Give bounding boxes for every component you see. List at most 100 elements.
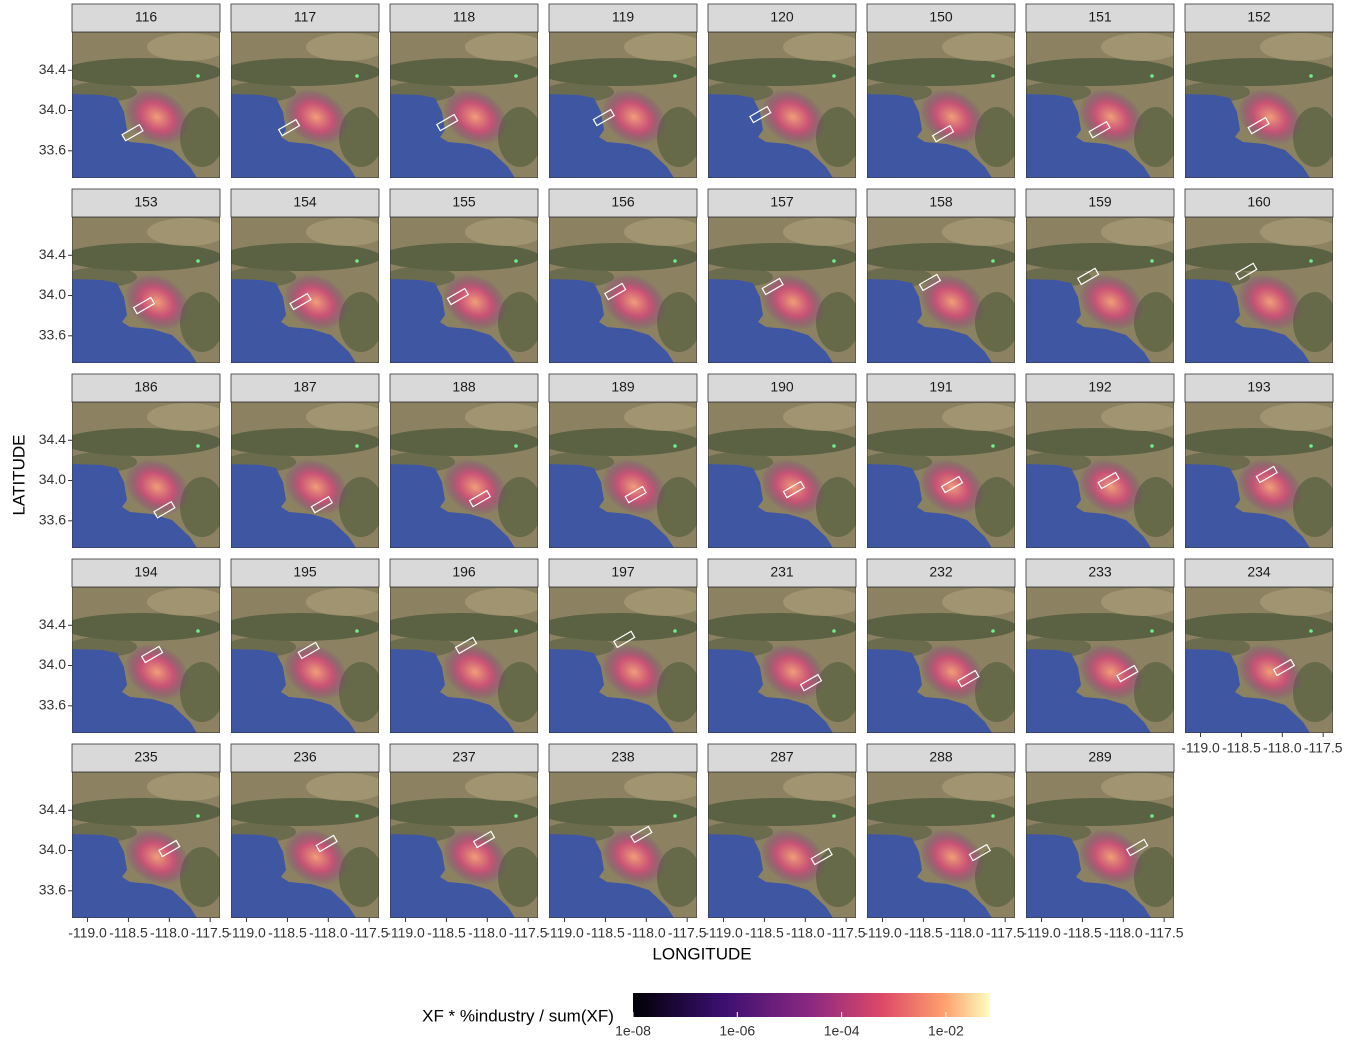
y-tick-label: 33.6 xyxy=(39,512,66,528)
map-panel xyxy=(857,402,1022,548)
map-panel xyxy=(380,217,545,363)
facet-label: 196 xyxy=(452,564,476,580)
map-panel xyxy=(380,772,545,918)
x-tick-label: -118.0 xyxy=(945,925,984,941)
map-panel xyxy=(380,32,545,178)
facet-label: 288 xyxy=(929,749,953,765)
facet-label: 160 xyxy=(1247,194,1271,210)
y-tick-label: 34.4 xyxy=(39,61,66,77)
facet-label: 158 xyxy=(929,194,953,210)
x-tick-label: -118.0 xyxy=(1263,740,1302,756)
map-panel xyxy=(539,217,704,363)
x-tick-label: -119.0 xyxy=(545,925,584,941)
map-panel xyxy=(698,402,863,548)
facet-label: 152 xyxy=(1247,9,1271,25)
facet-label: 190 xyxy=(770,379,794,395)
facet-label: 116 xyxy=(135,9,158,25)
x-tick-label: -118.5 xyxy=(1222,740,1261,756)
x-tick-label: -119.0 xyxy=(863,925,902,941)
facet-label: 119 xyxy=(612,9,635,25)
x-tick-label: -119.0 xyxy=(68,925,107,941)
y-tick-label: 33.6 xyxy=(39,882,66,898)
x-tick-label: -118.5 xyxy=(427,925,466,941)
facet-label: 193 xyxy=(1247,379,1271,395)
map-panel xyxy=(62,217,227,363)
y-tick-label: 34.4 xyxy=(39,246,66,262)
x-tick-label: -117.5 xyxy=(509,925,548,941)
facet-label: 187 xyxy=(293,379,317,395)
x-tick-label: -117.5 xyxy=(986,925,1025,941)
colorbar-tick-label: 1e-08 xyxy=(615,1023,651,1039)
x-tick-label: -118.5 xyxy=(586,925,625,941)
x-tick-label: -118.0 xyxy=(468,925,507,941)
map-panel xyxy=(857,772,1022,918)
colorbar xyxy=(633,993,990,1017)
x-tick-label: -119.0 xyxy=(386,925,425,941)
map-panel xyxy=(221,32,386,178)
map-panel xyxy=(698,32,863,178)
x-tick-label: -117.5 xyxy=(1304,740,1343,756)
y-tick-label: 34.4 xyxy=(39,431,66,447)
x-tick-label: -119.0 xyxy=(1181,740,1220,756)
x-tick-label: -118.5 xyxy=(745,925,784,941)
colorbar-tick-label: 1e-04 xyxy=(824,1023,860,1039)
map-panel xyxy=(62,772,227,918)
facet-label: 151 xyxy=(1088,9,1112,25)
facet-label: 156 xyxy=(611,194,635,210)
chart: LATITUDE LONGITUDE XF * %industry / sum(… xyxy=(0,0,1361,1042)
y-tick-label: 34.0 xyxy=(39,101,66,117)
facet-label: 235 xyxy=(134,749,158,765)
x-tick-label: -119.0 xyxy=(704,925,743,941)
map-panel xyxy=(1016,402,1181,548)
facet-label: 197 xyxy=(611,564,635,580)
y-tick-label: 34.0 xyxy=(39,656,66,672)
map-panel xyxy=(1175,587,1340,733)
map-panel xyxy=(62,587,227,733)
y-tick-label: 34.0 xyxy=(39,286,66,302)
map-panel xyxy=(857,587,1022,733)
facet-label: 194 xyxy=(134,564,158,580)
facet-label: 189 xyxy=(611,379,635,395)
facet-label: 155 xyxy=(452,194,476,210)
x-tick-label: -117.5 xyxy=(191,925,230,941)
x-tick-label: -118.0 xyxy=(786,925,825,941)
x-tick-label: -118.0 xyxy=(150,925,189,941)
map-panel xyxy=(380,587,545,733)
facet-label: 186 xyxy=(134,379,158,395)
x-tick-label: -118.0 xyxy=(627,925,666,941)
map-panel xyxy=(1016,32,1181,178)
facet-label: 234 xyxy=(1247,564,1271,580)
facet-label: 191 xyxy=(929,379,953,395)
colorbar-tick-label: 1e-02 xyxy=(928,1023,964,1039)
y-tick-label: 34.0 xyxy=(39,841,66,857)
facet-label: 153 xyxy=(134,194,158,210)
map-panel xyxy=(380,402,545,548)
facet-label: 117 xyxy=(294,9,317,25)
x-tick-label: -117.5 xyxy=(350,925,389,941)
map-panel xyxy=(857,32,1022,178)
x-tick-label: -119.0 xyxy=(1022,925,1061,941)
facet-label: 120 xyxy=(770,9,794,25)
facet-label: 238 xyxy=(611,749,635,765)
facet-label: 157 xyxy=(770,194,794,210)
x-tick-label: -117.5 xyxy=(1145,925,1184,941)
facet-label: 236 xyxy=(293,749,317,765)
map-panel xyxy=(698,587,863,733)
x-tick-label: -117.5 xyxy=(827,925,866,941)
map-panel xyxy=(539,402,704,548)
y-axis-title: LATITUDE xyxy=(9,435,28,516)
facet-label: 195 xyxy=(293,564,317,580)
x-tick-label: -118.5 xyxy=(904,925,943,941)
facet-label: 118 xyxy=(453,9,476,25)
x-axis-title: LONGITUDE xyxy=(652,944,751,963)
x-tick-label: -118.5 xyxy=(109,925,148,941)
x-tick-label: -117.5 xyxy=(668,925,707,941)
map-panel xyxy=(857,217,1022,363)
x-tick-label: -118.5 xyxy=(1063,925,1102,941)
map-panel xyxy=(1175,402,1340,548)
y-tick-label: 33.6 xyxy=(39,697,66,713)
map-panel xyxy=(62,32,227,178)
x-tick-label: -118.0 xyxy=(1104,925,1143,941)
facet-label: 154 xyxy=(293,194,317,210)
map-panel xyxy=(1016,217,1181,363)
